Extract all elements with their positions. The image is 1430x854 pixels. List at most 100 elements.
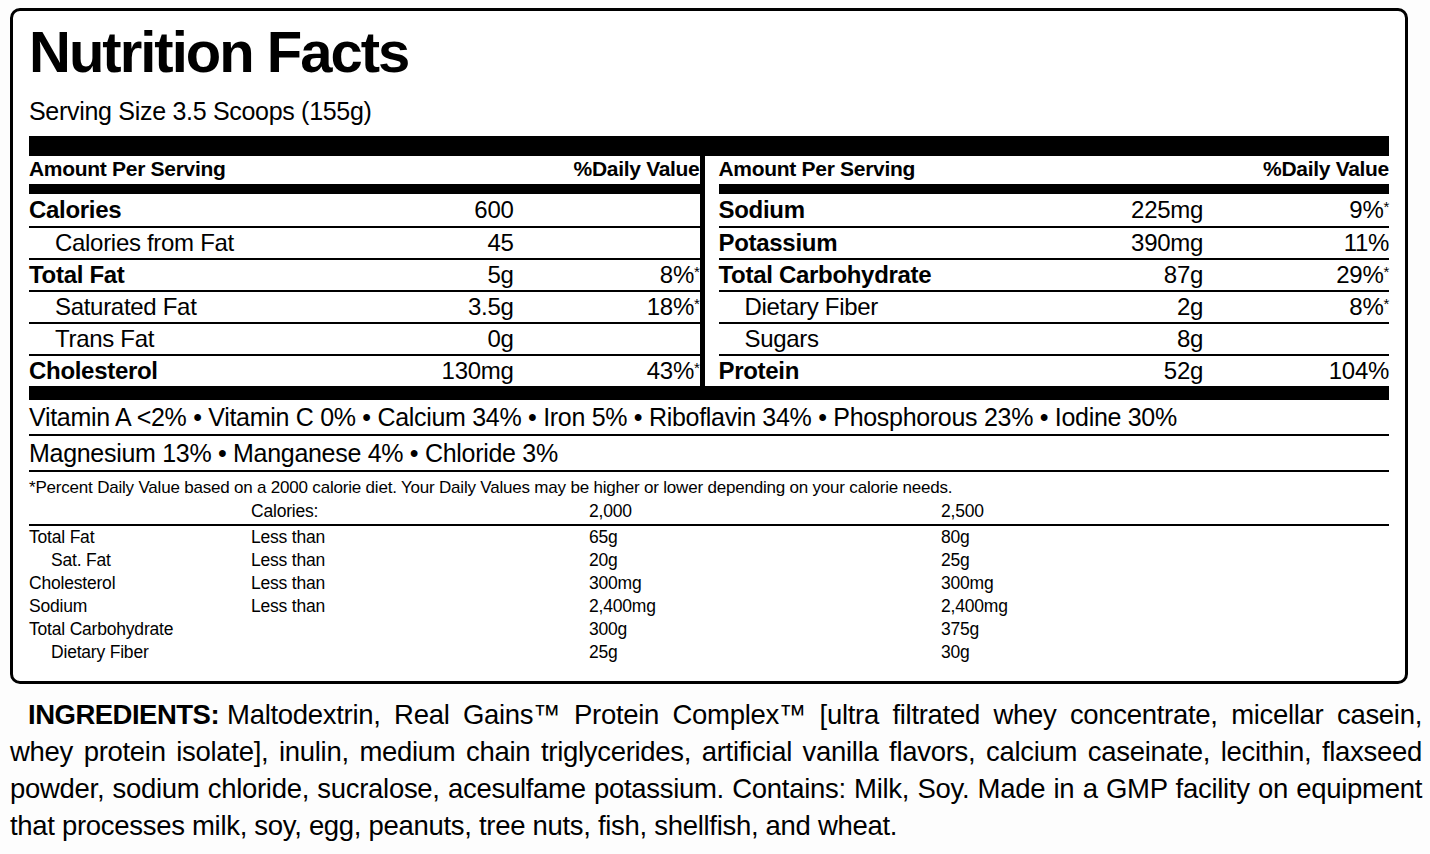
table-header-spacer bbox=[29, 500, 251, 523]
nutrient-name: Dietary Fiber bbox=[719, 293, 1084, 321]
table-row: Total Fat Less than 65g 80g bbox=[29, 526, 1389, 549]
table-cell-2000: 65g bbox=[589, 526, 941, 549]
nutrient-amount: 45 bbox=[394, 229, 514, 257]
daily-value-text: 8% bbox=[1349, 293, 1383, 320]
nutrient-row: Protein 52g 104% bbox=[719, 354, 1390, 386]
daily-value-footnote: *Percent Daily Value based on a 2000 cal… bbox=[29, 472, 1389, 500]
left-panel: Amount Per Serving %Daily Value Calories… bbox=[29, 156, 700, 386]
table-header-calories: Calories: bbox=[251, 500, 589, 523]
daily-value-text: 29% bbox=[1336, 261, 1383, 288]
table-cell-qualifier: Less than bbox=[251, 572, 589, 595]
nutrient-row: Dietary Fiber 2g 8%* bbox=[719, 290, 1390, 322]
ingredients-paragraph: INGREDIENTS:Maltodextrin, Real Gains™ Pr… bbox=[10, 696, 1422, 844]
table-row: Dietary Fiber 25g 30g bbox=[29, 641, 1389, 664]
nutrient-row: Cholesterol 130mg 43%* bbox=[29, 354, 700, 386]
nutrient-row: Potassium 390mg 11% bbox=[719, 226, 1390, 258]
table-cell-2500: 300mg bbox=[941, 572, 1389, 595]
daily-value-text: 11% bbox=[1344, 229, 1389, 256]
daily-value-asterisk: * bbox=[1383, 198, 1389, 215]
table-cell-2000: 2,400mg bbox=[589, 595, 941, 618]
table-cell-2500: 30g bbox=[941, 641, 1389, 664]
table-cell-qualifier: Less than bbox=[251, 526, 589, 549]
daily-value-reference-table: Calories: 2,000 2,500 Total Fat Less tha… bbox=[29, 500, 1389, 664]
nutrient-row: Trans Fat 0g bbox=[29, 322, 700, 354]
table-cell-2000: 300mg bbox=[589, 572, 941, 595]
nutrient-columns: Amount Per Serving %Daily Value Calories… bbox=[29, 156, 1389, 386]
daily-value-text: 43% bbox=[647, 357, 694, 384]
table-cell-2000: 25g bbox=[589, 641, 941, 664]
header-underline-bar bbox=[29, 184, 700, 194]
table-cell-name: Sat. Fat bbox=[29, 549, 251, 572]
daily-value-text: 8% bbox=[660, 261, 694, 288]
nutrient-amount: 2g bbox=[1083, 293, 1203, 321]
table-header-2500: 2,500 bbox=[941, 500, 1389, 523]
nutrient-row: Saturated Fat 3.5g 18%* bbox=[29, 290, 700, 322]
table-cell-name: Total Fat bbox=[29, 526, 251, 549]
daily-value-asterisk: * bbox=[1383, 263, 1389, 280]
table-cell-name: Sodium bbox=[29, 595, 251, 618]
table-cell-2500: 2,400mg bbox=[941, 595, 1389, 618]
nutrient-name: Calories from Fat bbox=[29, 229, 394, 257]
amount-per-serving-label: Amount Per Serving bbox=[719, 157, 915, 181]
daily-value-asterisk: * bbox=[1383, 295, 1389, 312]
table-cell-qualifier: Less than bbox=[251, 595, 589, 618]
nutrient-amount: 87g bbox=[1083, 261, 1203, 289]
nutrient-row: Sugars 8g bbox=[719, 322, 1390, 354]
table-cell-2500: 80g bbox=[941, 526, 1389, 549]
nutrient-daily-value: 18%* bbox=[514, 293, 700, 321]
page-title: Nutrition Facts bbox=[29, 21, 1389, 84]
nutrient-amount: 3.5g bbox=[394, 293, 514, 321]
right-panel: Amount Per Serving %Daily Value Sodium 2… bbox=[705, 156, 1390, 386]
ingredients-text: Maltodextrin, Real Gains™ Protein Comple… bbox=[10, 699, 1422, 841]
daily-value-text: 104% bbox=[1329, 357, 1389, 384]
nutrient-daily-value: 8%* bbox=[514, 261, 700, 289]
ingredients-label: INGREDIENTS: bbox=[28, 699, 219, 730]
nutrient-row: Total Carbohydrate 87g 29%* bbox=[719, 258, 1390, 290]
table-cell-2500: 375g bbox=[941, 618, 1389, 641]
table-cell-name: Total Carbohydrate bbox=[29, 618, 251, 641]
daily-value-text: 18% bbox=[647, 293, 694, 320]
nutrient-name: Trans Fat bbox=[29, 325, 394, 353]
amount-per-serving-label: Amount Per Serving bbox=[29, 157, 225, 181]
nutrient-name: Protein bbox=[719, 357, 1084, 385]
nutrient-name: Total Fat bbox=[29, 261, 394, 289]
nutrient-name: Potassium bbox=[719, 229, 1084, 257]
micronutrients-line-1: Vitamin A <2% • Vitamin C 0% • Calcium 3… bbox=[29, 400, 1389, 436]
daily-value-text: 9% bbox=[1349, 196, 1383, 223]
table-cell-qualifier: Less than bbox=[251, 549, 589, 572]
nutrient-row: Calories 600 bbox=[29, 194, 700, 226]
nutrient-daily-value: 9%* bbox=[1203, 196, 1389, 224]
nutrient-name: Calories bbox=[29, 196, 394, 224]
nutrient-row: Total Fat 5g 8%* bbox=[29, 258, 700, 290]
header-underline-bar bbox=[719, 184, 1390, 194]
nutrient-daily-value: 11% bbox=[1203, 229, 1389, 257]
daily-value-header: %Daily Value bbox=[574, 157, 700, 181]
table-row: Cholesterol Less than 300mg 300mg bbox=[29, 572, 1389, 595]
nutrient-amount: 5g bbox=[394, 261, 514, 289]
nutrient-name: Cholesterol bbox=[29, 357, 394, 385]
table-cell-2000: 300g bbox=[589, 618, 941, 641]
nutrient-daily-value: 43%* bbox=[514, 357, 700, 385]
nutrient-name: Saturated Fat bbox=[29, 293, 394, 321]
serving-size: Serving Size 3.5 Scoops (155g) bbox=[29, 97, 1389, 126]
nutrient-daily-value: 104% bbox=[1203, 357, 1389, 385]
table-row: Sat. Fat Less than 20g 25g bbox=[29, 549, 1389, 572]
nutrient-amount: 390mg bbox=[1083, 229, 1203, 257]
table-cell-2000: 20g bbox=[589, 549, 941, 572]
table-row: Total Carbohydrate 300g 375g bbox=[29, 618, 1389, 641]
right-panel-header: Amount Per Serving %Daily Value bbox=[719, 156, 1390, 184]
nutrient-amount: 130mg bbox=[394, 357, 514, 385]
nutrient-daily-value: 8%* bbox=[1203, 293, 1389, 321]
nutrient-amount: 52g bbox=[1083, 357, 1203, 385]
table-cell-name: Cholesterol bbox=[29, 572, 251, 595]
table-cell-qualifier bbox=[251, 641, 589, 664]
micronutrients-line-2: Magnesium 13% • Manganese 4% • Chloride … bbox=[29, 436, 1389, 472]
nutrient-amount: 600 bbox=[394, 196, 514, 224]
table-row: Sodium Less than 2,400mg 2,400mg bbox=[29, 595, 1389, 618]
table-cell-name: Dietary Fiber bbox=[29, 641, 251, 664]
table-header-row: Calories: 2,000 2,500 bbox=[29, 500, 1389, 526]
nutrient-row: Calories from Fat 45 bbox=[29, 226, 700, 258]
nutrient-name: Sugars bbox=[719, 325, 1084, 353]
table-cell-qualifier bbox=[251, 618, 589, 641]
left-panel-header: Amount Per Serving %Daily Value bbox=[29, 156, 700, 184]
